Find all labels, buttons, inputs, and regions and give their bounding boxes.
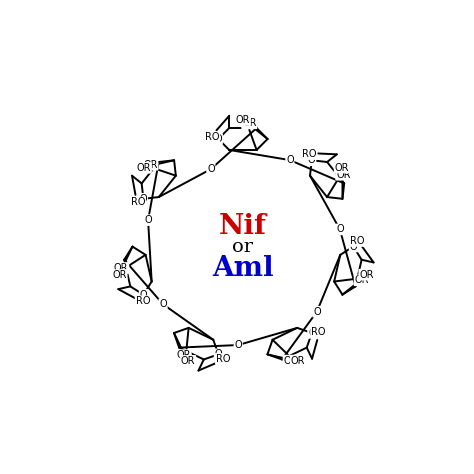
- Text: OR: OR: [283, 356, 298, 365]
- Text: O: O: [308, 155, 316, 165]
- Text: O: O: [144, 215, 152, 225]
- Text: OR: OR: [355, 275, 369, 285]
- Text: RO: RO: [311, 327, 326, 337]
- Text: OR: OR: [137, 163, 151, 173]
- Text: O: O: [336, 224, 344, 235]
- Text: O: O: [234, 340, 242, 350]
- Text: OR: OR: [143, 160, 158, 170]
- Text: OR: OR: [114, 263, 128, 273]
- Text: O: O: [215, 349, 222, 359]
- Text: O: O: [286, 155, 294, 165]
- Text: O: O: [139, 194, 147, 204]
- Text: O: O: [159, 299, 167, 310]
- Text: O: O: [313, 307, 321, 317]
- Text: OR: OR: [336, 170, 351, 180]
- Text: OR: OR: [236, 115, 250, 125]
- Text: RO: RO: [216, 354, 230, 364]
- Text: OR: OR: [112, 270, 127, 280]
- Text: RO: RO: [302, 149, 317, 159]
- Text: RO: RO: [349, 236, 364, 246]
- Text: RO: RO: [131, 197, 145, 207]
- Text: RO: RO: [136, 296, 150, 306]
- Text: OR: OR: [181, 356, 195, 366]
- Text: O: O: [308, 328, 316, 338]
- Text: RO: RO: [205, 132, 219, 142]
- Text: Aml: Aml: [212, 255, 274, 282]
- Text: Nif: Nif: [219, 213, 267, 240]
- Text: OR: OR: [176, 350, 191, 360]
- Text: OR: OR: [291, 356, 305, 366]
- Text: O: O: [214, 134, 222, 144]
- Text: or: or: [232, 237, 254, 255]
- Text: OR: OR: [359, 270, 374, 280]
- Text: O: O: [207, 164, 215, 174]
- Text: O: O: [140, 290, 147, 300]
- Text: OR: OR: [335, 163, 349, 173]
- Text: O: O: [349, 242, 357, 252]
- Text: OR: OR: [242, 118, 256, 128]
